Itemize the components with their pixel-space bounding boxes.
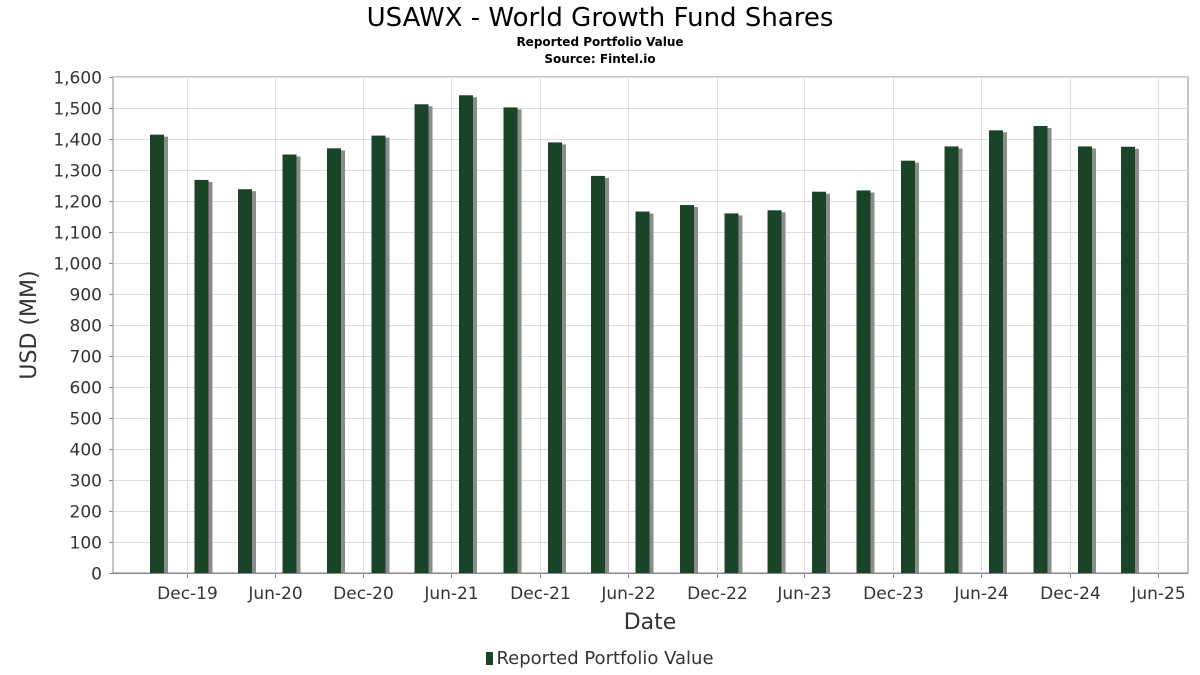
x-tick-label: Dec-21 <box>510 584 571 604</box>
y-tick-label: 300 <box>70 472 102 492</box>
bar <box>944 146 959 573</box>
y-tick-label: 200 <box>70 503 102 523</box>
x-tick-label: Dec-22 <box>687 584 748 604</box>
bar <box>856 190 871 573</box>
y-tick-label: 100 <box>70 534 102 554</box>
legend: Reported Portfolio Value <box>0 648 1200 669</box>
y-tick-label: 1,400 <box>53 131 102 151</box>
y-tick-label: 600 <box>70 379 102 399</box>
x-tick-label: Jun-24 <box>953 584 1008 604</box>
y-tick-label: 1,500 <box>53 100 102 120</box>
x-axis-label: Date <box>624 610 677 635</box>
y-axis-label: USD (MM) <box>17 270 42 379</box>
bar <box>150 134 165 573</box>
x-tick-label: Jun-21 <box>423 584 478 604</box>
bar <box>1077 146 1092 573</box>
y-tick-label: 1,000 <box>53 255 102 275</box>
chart-source: Source: Fintel.io <box>544 52 656 66</box>
x-tick-label: Jun-23 <box>776 584 831 604</box>
chart-subtitle: Reported Portfolio Value <box>516 35 684 49</box>
bar <box>194 179 209 574</box>
bar <box>901 160 916 573</box>
bar <box>1033 125 1048 573</box>
bar <box>1121 146 1136 573</box>
y-tick-label: 1,300 <box>53 162 102 182</box>
legend-swatch <box>486 652 494 665</box>
bar <box>989 130 1004 573</box>
y-tick-label: 0 <box>91 565 102 585</box>
bar <box>680 205 695 573</box>
y-tick-label: 700 <box>70 348 102 368</box>
y-tick-label: 1,200 <box>53 193 102 213</box>
y-tick-label: 500 <box>70 410 102 430</box>
legend-label: Reported Portfolio Value <box>496 648 714 669</box>
x-tick-label: Jun-25 <box>1130 584 1185 604</box>
bar <box>591 175 606 573</box>
y-tick-label: 800 <box>70 317 102 337</box>
x-tick-label: Dec-24 <box>1040 584 1101 604</box>
x-tick-label: Jun-22 <box>600 584 655 604</box>
chart-title: USAWX - World Growth Fund Shares <box>366 3 834 33</box>
bar <box>547 142 562 573</box>
y-tick-label: 400 <box>70 441 102 461</box>
bar <box>724 213 739 573</box>
y-tick-label: 1,100 <box>53 224 102 244</box>
x-tick-label: Dec-19 <box>157 584 218 604</box>
x-tick-label: Dec-23 <box>863 584 924 604</box>
bar <box>812 191 827 573</box>
bar <box>282 154 297 573</box>
x-tick-label: Dec-20 <box>333 584 394 604</box>
bar <box>459 95 474 573</box>
bar <box>635 211 650 574</box>
bar <box>767 210 782 574</box>
y-tick-label: 1,600 <box>53 69 102 89</box>
bar <box>503 107 518 573</box>
bar <box>238 189 253 573</box>
bar <box>414 104 429 573</box>
bar <box>371 135 386 573</box>
y-tick-label: 900 <box>70 286 102 306</box>
bar <box>326 148 341 574</box>
x-tick-label: Jun-20 <box>247 584 302 604</box>
